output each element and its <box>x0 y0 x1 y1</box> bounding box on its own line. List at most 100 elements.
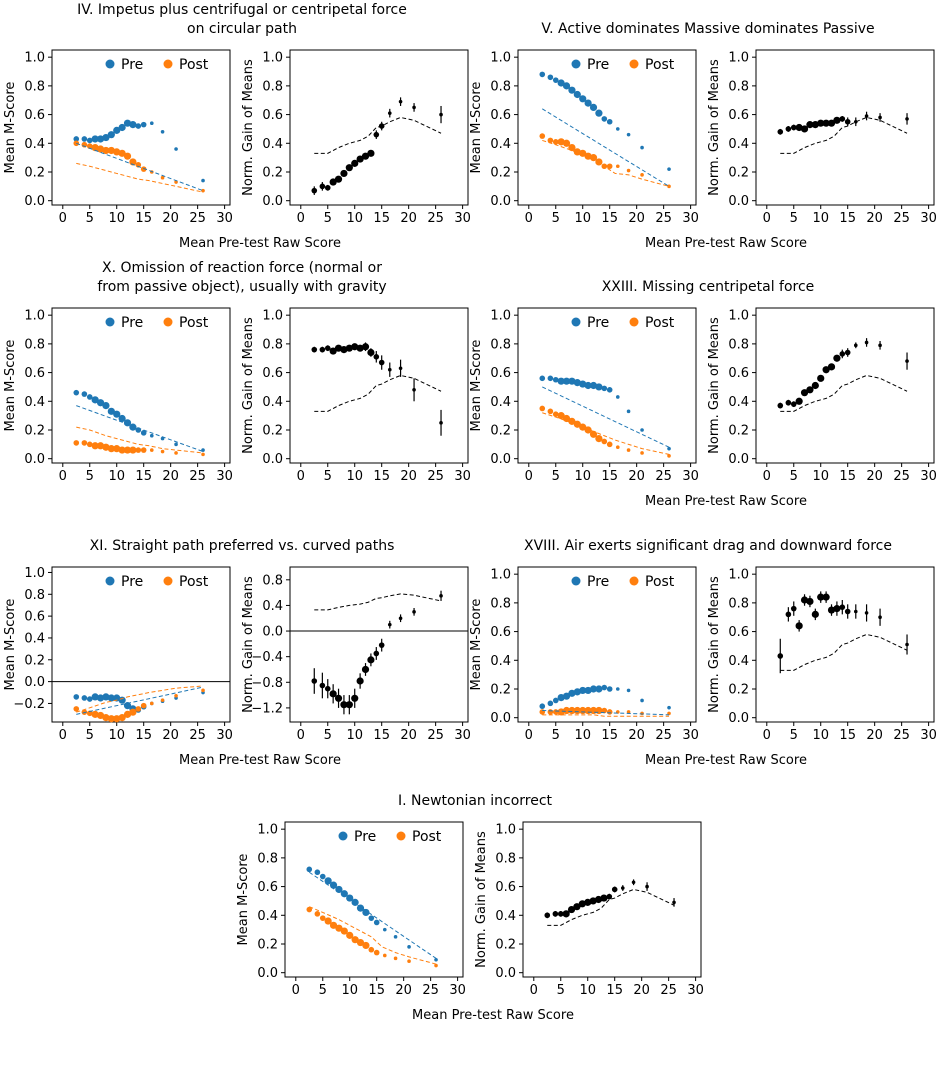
data-point <box>311 187 318 194</box>
x-tick-label: 15 <box>373 211 390 226</box>
y-tick-label: 0.2 <box>24 165 45 180</box>
y-axis-label: Mean M-Score <box>3 340 18 432</box>
data-point <box>398 366 403 371</box>
y-tick-label: 0.6 <box>490 366 511 381</box>
y-tick-label: 0.8 <box>490 596 511 611</box>
data-point <box>631 880 636 885</box>
x-axis-label: Mean Pre-test Raw Score <box>179 753 341 768</box>
data-point <box>201 178 205 183</box>
x-tick-label: 20 <box>395 983 412 998</box>
data-point <box>91 710 99 718</box>
y-tick-label: 0.6 <box>728 366 749 381</box>
fit-line <box>542 412 670 455</box>
data-point <box>811 121 819 129</box>
data-point <box>412 610 416 614</box>
x-tick-label: 10 <box>341 983 358 998</box>
y-tick-label: 0.4 <box>24 395 45 410</box>
y-tick-label: 0.8 <box>262 79 283 94</box>
x-tick-label: 10 <box>812 211 829 226</box>
legend-label: Pre <box>121 57 143 73</box>
y-tick-label: 1.0 <box>24 566 45 581</box>
data-point <box>878 615 882 620</box>
data-point <box>562 692 571 700</box>
x-tick-label: 10 <box>108 211 125 226</box>
data-point <box>606 709 613 715</box>
x-tick-label: 15 <box>601 211 618 226</box>
data-point <box>135 447 142 453</box>
x-tick-label: 30 <box>682 211 699 226</box>
data-point <box>91 693 99 701</box>
data-point <box>562 139 571 147</box>
data-point <box>91 143 99 152</box>
data-point <box>362 941 370 950</box>
data-point <box>601 438 608 445</box>
data-point <box>640 451 644 455</box>
data-point <box>407 945 411 949</box>
x-tick-label: 0 <box>297 728 305 743</box>
data-point <box>123 152 132 160</box>
x-tick-label: 0 <box>292 983 300 998</box>
data-point <box>102 146 110 155</box>
data-point <box>73 389 80 396</box>
x-tick-label: 20 <box>162 728 179 743</box>
x-axis-label: Mean Pre-test Raw Score <box>645 236 807 251</box>
data-point <box>589 430 598 438</box>
x-tick-label: 15 <box>839 469 856 484</box>
y-tick-label: 0.4 <box>728 137 749 152</box>
x-tick-label: 10 <box>346 469 363 484</box>
data-point <box>135 706 142 712</box>
data-point <box>777 402 784 409</box>
fit-line <box>76 142 204 192</box>
data-point <box>160 449 165 454</box>
data-point <box>573 379 581 387</box>
data-point <box>113 126 121 134</box>
data-point <box>817 593 825 601</box>
data-point <box>86 710 93 717</box>
data-point <box>640 173 644 177</box>
data-point <box>562 706 571 715</box>
data-point <box>822 119 830 127</box>
data-point <box>672 900 676 905</box>
data-point <box>844 608 851 615</box>
data-point <box>149 433 154 438</box>
y-axis-label: Norm. Gain of Means <box>707 576 722 713</box>
data-point <box>368 915 375 921</box>
x-tick-label: 20 <box>400 211 417 226</box>
y-tick-label: 0.0 <box>262 452 283 467</box>
data-point <box>795 123 803 132</box>
data-point <box>434 957 438 962</box>
y-tick-label: 0.8 <box>495 851 516 866</box>
data-point <box>844 349 851 356</box>
x-tick-label: 25 <box>427 469 444 484</box>
x-tick-label: 15 <box>373 728 390 743</box>
legend-label: Post <box>645 57 675 73</box>
y-axis-label: Mean M-Score <box>469 340 484 432</box>
fit-line <box>780 116 908 154</box>
data-point <box>839 116 846 122</box>
y-tick-label: 0.0 <box>262 194 283 209</box>
legend-label: Post <box>179 315 209 331</box>
data-point <box>595 109 603 117</box>
data-point <box>314 911 321 917</box>
data-point <box>345 701 353 709</box>
y-tick-label: 0.6 <box>262 108 283 123</box>
legend-label: Post <box>645 315 675 331</box>
data-point <box>667 705 671 710</box>
x-tick-label: 25 <box>660 983 677 998</box>
legend-marker <box>629 576 639 586</box>
data-point <box>351 694 359 702</box>
data-point <box>201 452 205 457</box>
data-point <box>102 443 110 451</box>
data-point <box>340 890 348 898</box>
fit-line <box>542 714 670 717</box>
x-tick-label: 10 <box>346 728 363 743</box>
data-point <box>311 678 318 684</box>
data-point <box>378 123 385 129</box>
data-point <box>557 708 565 716</box>
data-point <box>123 710 132 718</box>
y-tick-label: −0.2 <box>13 697 45 712</box>
data-point <box>373 949 380 956</box>
x-tick-label: 5 <box>552 211 560 226</box>
data-point <box>86 696 93 702</box>
x-tick-label: 30 <box>449 983 466 998</box>
